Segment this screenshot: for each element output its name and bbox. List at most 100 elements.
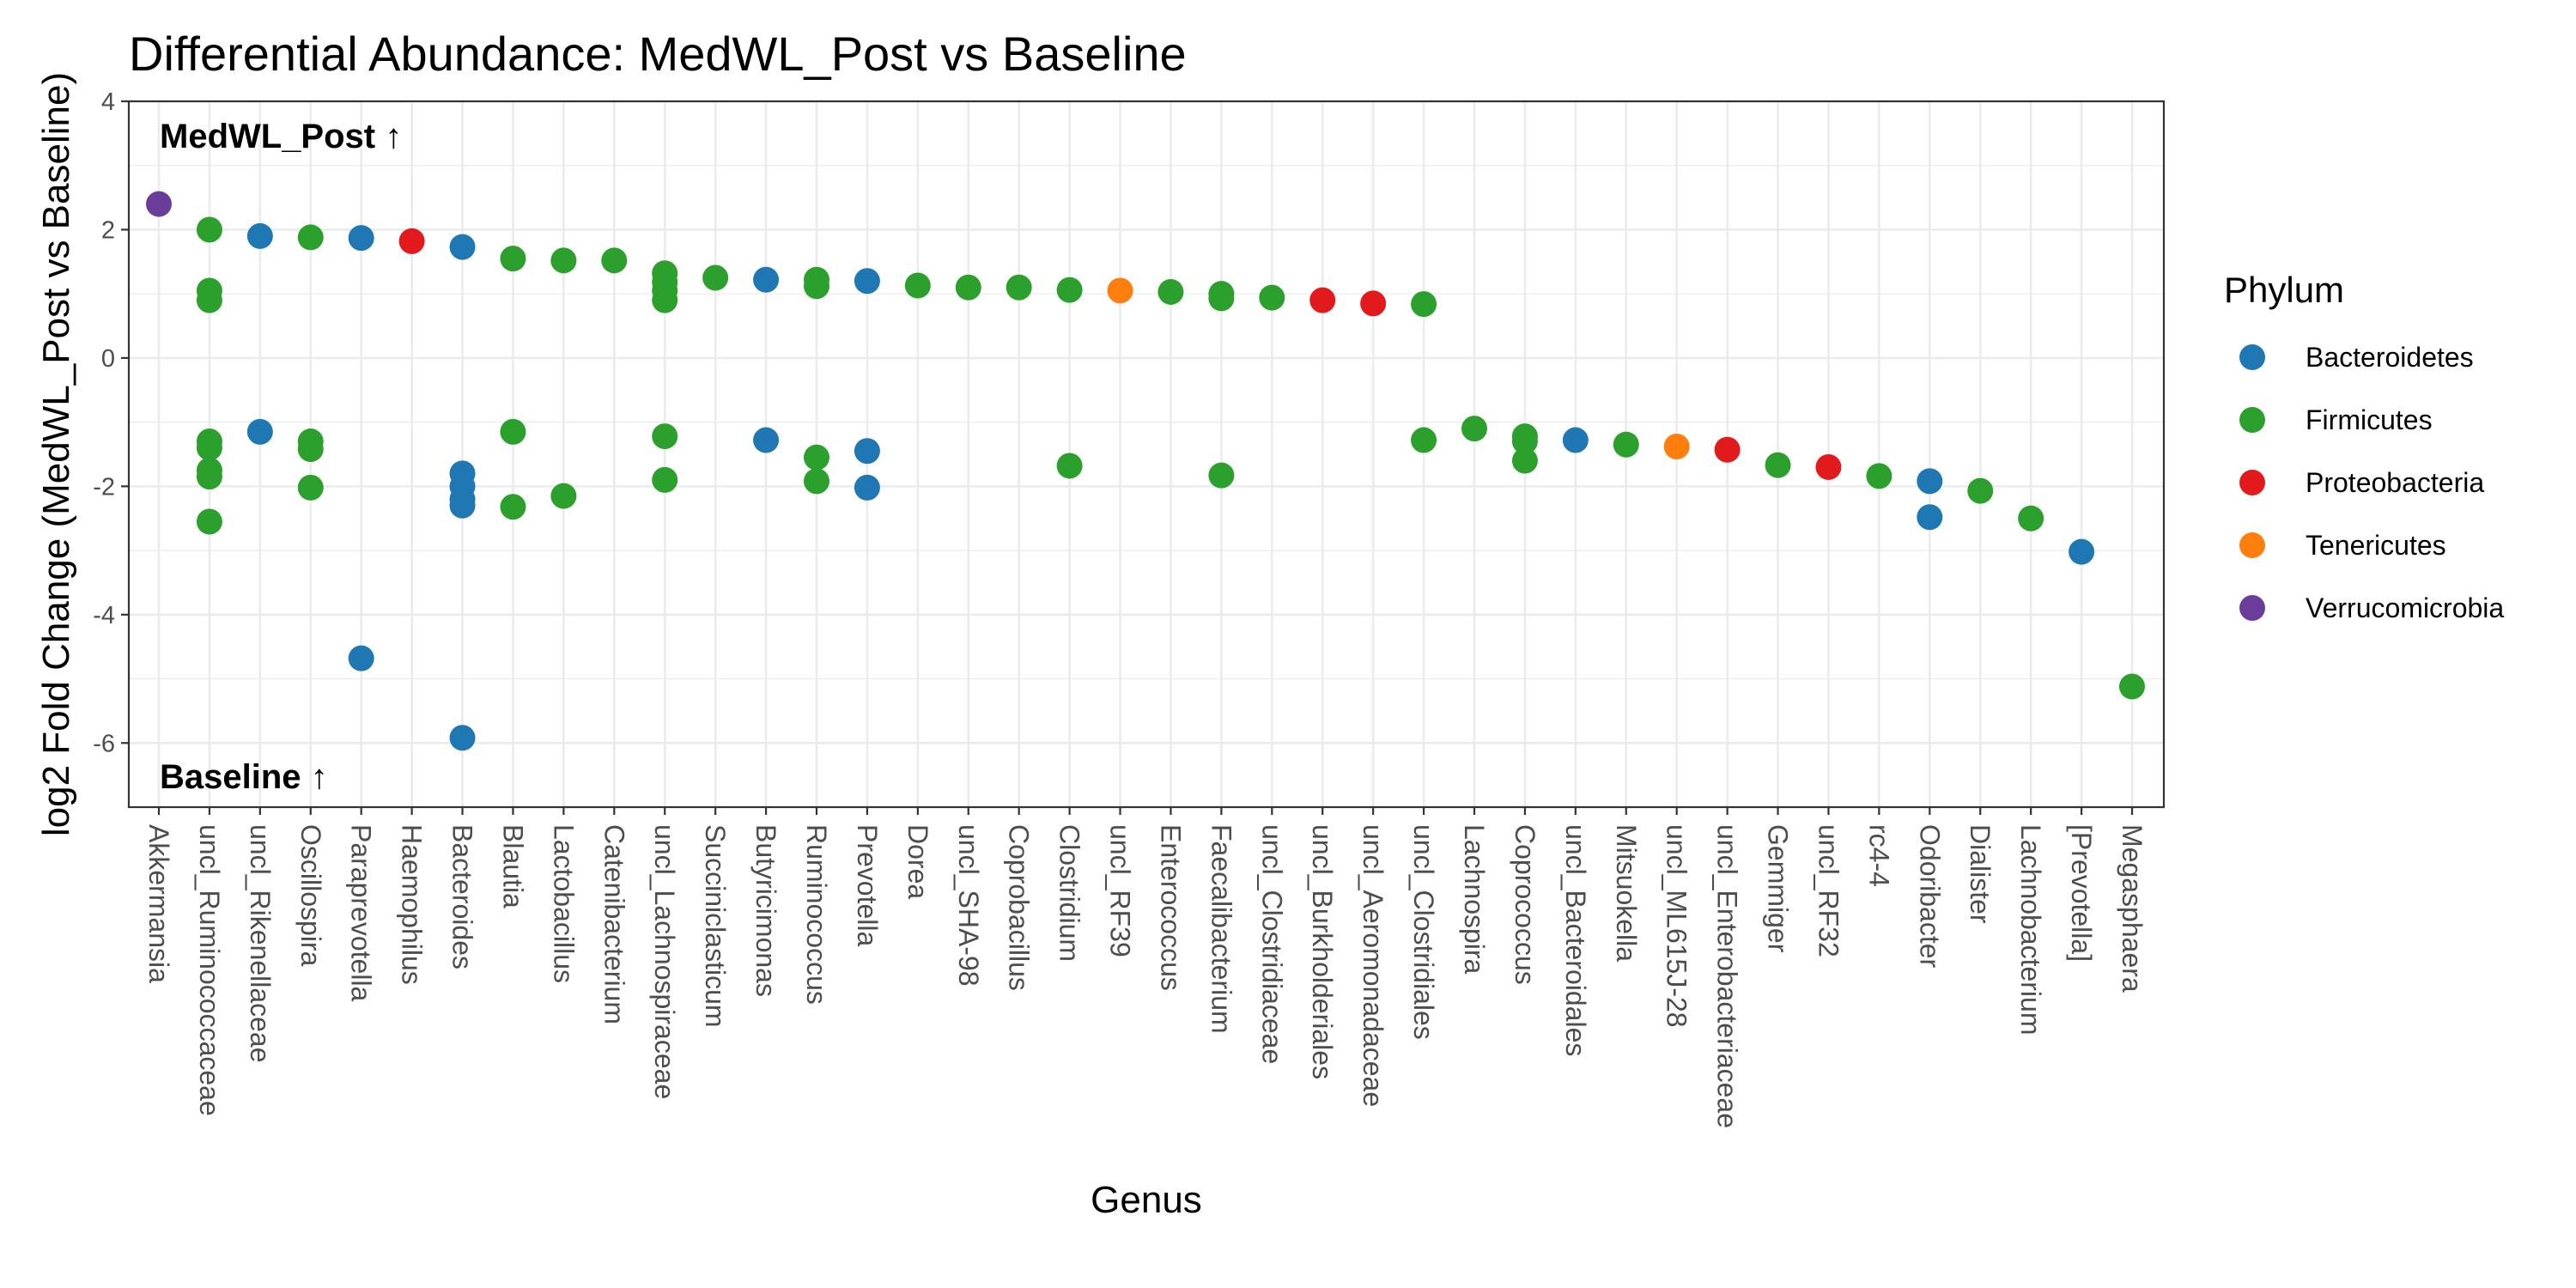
legend-label: Tenericutes xyxy=(2306,530,2446,561)
data-point xyxy=(1208,462,1235,489)
data-point xyxy=(297,436,324,463)
x-tick-label: Lachnospira xyxy=(1459,824,1490,975)
x-tick-label: uncl_Burkholderiales xyxy=(1307,824,1338,1079)
data-point xyxy=(550,247,577,274)
x-tick-label: Dorea xyxy=(902,824,933,899)
x-tick-label: Oscillospira xyxy=(295,824,326,967)
x-tick-label: Akkermansia xyxy=(143,824,174,983)
data-point xyxy=(1157,278,1184,305)
data-point xyxy=(652,423,678,450)
legend: Phylum Bacteroidetes Firmicutes Proteobact… xyxy=(2224,270,2504,623)
data-point xyxy=(1967,477,1994,504)
points-layer xyxy=(146,191,2145,751)
data-point xyxy=(1663,434,1690,460)
x-tick-label: Gemmiger xyxy=(1763,824,1794,953)
y-tick-label: 2 xyxy=(101,216,115,244)
legend-swatch xyxy=(2239,595,2265,621)
data-point xyxy=(2069,538,2095,565)
x-tick-label: Catenibacterium xyxy=(598,824,629,1024)
x-tick-label: Blautia xyxy=(497,824,528,908)
x-tick-label: uncl_Lachnospiraceae xyxy=(649,824,680,1099)
data-point xyxy=(1107,277,1133,304)
x-tick-label: uncl_RF32 xyxy=(1813,824,1844,957)
x-tick-label: Megasphaera xyxy=(2117,824,2148,993)
data-point xyxy=(854,268,880,295)
x-axis: Akkermansia uncl_Ruminococcaceae uncl_Rike… xyxy=(143,807,2148,1128)
legend-label: Verrucomicrobia xyxy=(2306,592,2504,623)
data-point xyxy=(702,264,729,291)
data-point xyxy=(904,272,931,299)
x-tick-label: Coprobacillus xyxy=(1004,824,1035,991)
data-point xyxy=(601,247,628,274)
data-point xyxy=(1815,453,1842,480)
data-point xyxy=(196,287,222,313)
legend-label: Proteobacteria xyxy=(2306,467,2484,498)
y-tick-label: -4 xyxy=(93,602,115,629)
legend-swatch xyxy=(2239,407,2265,433)
data-point xyxy=(2018,505,2044,532)
data-point xyxy=(804,468,829,495)
y-tick-label: -6 xyxy=(93,730,115,757)
data-point xyxy=(196,508,222,535)
data-point xyxy=(1461,416,1487,442)
x-tick-label: Lactobacillus xyxy=(548,824,579,983)
legend-label: Bacteroidetes xyxy=(2306,342,2474,373)
data-point xyxy=(1056,276,1083,303)
data-point xyxy=(1765,452,1791,478)
legend-title: Phylum xyxy=(2224,270,2344,310)
data-point xyxy=(1411,291,1437,318)
x-tick-label: uncl_Enterobacteriaceae xyxy=(1712,824,1743,1128)
data-point xyxy=(500,246,526,272)
data-point xyxy=(1511,428,1538,455)
y-tick-label: 0 xyxy=(101,345,115,373)
x-tick-label: Faecalibacterium xyxy=(1206,824,1236,1034)
data-point xyxy=(449,725,476,751)
x-tick-label: uncl_Aeromonadaceae xyxy=(1358,824,1388,1107)
x-tick-label: uncl_ML615J-28 xyxy=(1662,824,1692,1028)
y-tick-label: 4 xyxy=(101,88,115,116)
y-axis: -6 -4 -2 0 2 4 xyxy=(93,88,129,757)
data-point xyxy=(1360,290,1387,317)
chart-title: Differential Abundance: MedWL_Post vs Ba… xyxy=(129,27,1187,81)
data-point xyxy=(1714,436,1741,463)
data-point xyxy=(1411,427,1437,453)
x-tick-label: Mitsuokella xyxy=(1611,824,1642,962)
legend-label: Firmicutes xyxy=(2306,404,2433,435)
x-tick-label: uncl_Bacteroidales xyxy=(1560,824,1591,1056)
data-point xyxy=(1917,504,1943,531)
data-point xyxy=(246,222,273,249)
x-tick-label: uncl_Clostridiales xyxy=(1408,824,1439,1040)
data-point xyxy=(1613,431,1639,458)
x-tick-label: Haemophilus xyxy=(397,824,428,985)
x-tick-label: Paraprevotella xyxy=(346,824,377,1002)
annotation-top: MedWL_Post ↑ xyxy=(160,118,402,155)
x-axis-title: Genus xyxy=(1091,1179,1202,1221)
y-axis-title: log2 Fold Change (MedWL_Post vs Baseline… xyxy=(35,72,77,836)
data-point xyxy=(1056,453,1083,479)
legend-swatch xyxy=(2239,532,2265,558)
x-tick-label: Odoribacter xyxy=(1914,824,1945,969)
x-tick-label: Bacteroides xyxy=(447,824,478,969)
x-tick-label: Prevotella xyxy=(852,824,883,947)
x-tick-label: [Prevotella] xyxy=(2066,824,2097,962)
x-tick-label: Ruminococcus xyxy=(801,824,832,1005)
x-tick-label: uncl_Rikenellaceae xyxy=(245,824,276,1063)
data-point xyxy=(1005,274,1032,301)
data-point xyxy=(854,474,880,501)
data-point xyxy=(398,228,425,254)
legend-swatch xyxy=(2239,344,2265,370)
x-tick-label: uncl_RF39 xyxy=(1105,824,1136,957)
data-point xyxy=(348,645,374,671)
data-point xyxy=(550,483,577,509)
data-point xyxy=(500,494,526,520)
plot-panel: MedWL_Post ↑ Baseline ↑ xyxy=(127,100,2166,809)
data-point xyxy=(1562,427,1589,453)
data-point xyxy=(2119,673,2145,700)
x-tick-label: Butyricimonas xyxy=(750,824,781,997)
x-tick-label: uncl_SHA-98 xyxy=(953,824,984,987)
data-point xyxy=(955,274,981,301)
x-tick-label: Dialister xyxy=(1965,824,1996,924)
data-point xyxy=(196,464,222,490)
annotation-bottom: Baseline ↑ xyxy=(160,758,328,796)
data-point xyxy=(449,492,476,519)
